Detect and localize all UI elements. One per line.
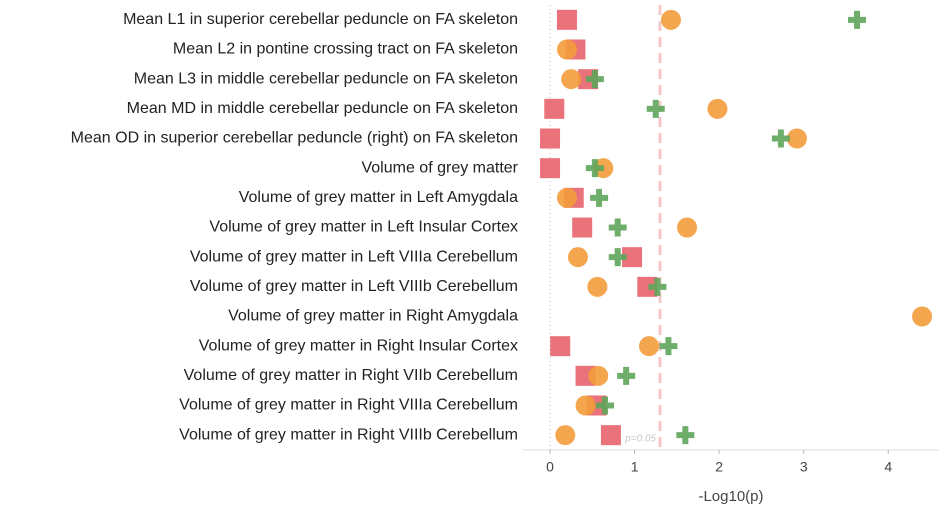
- y-tick-label: Volume of grey matter: [361, 159, 518, 176]
- y-tick-label: Volume of grey matter in Right VIIIa Cer…: [179, 397, 518, 414]
- y-tick-label: Volume of grey matter in Left VIIIa Cere…: [190, 248, 518, 265]
- plus-marker: [585, 70, 604, 89]
- x-tick-label: 3: [800, 459, 808, 475]
- x-tick-label: 1: [631, 459, 639, 475]
- y-tick-label: Volume of grey matter in Left VIIIb Cere…: [190, 278, 518, 295]
- circle-marker: [638, 336, 659, 357]
- plus-marker: [676, 426, 695, 445]
- circle-marker: [707, 98, 728, 119]
- y-tick-label: Volume of grey matter in Left Insular Co…: [209, 219, 518, 236]
- plus-marker: [596, 396, 615, 415]
- plus-marker: [771, 129, 790, 148]
- square-marker: [556, 9, 577, 30]
- y-tick-label: Mean L1 in superior cerebellar peduncle …: [123, 11, 518, 28]
- square-marker: [622, 247, 643, 268]
- circle-marker: [786, 128, 807, 149]
- plus-marker: [590, 188, 609, 207]
- y-tick-label: Mean MD in middle cerebellar peduncle on…: [127, 100, 518, 117]
- x-tick-label: 4: [884, 459, 892, 475]
- circle-marker: [660, 9, 681, 30]
- plus-marker: [646, 99, 665, 118]
- circle-marker: [912, 306, 933, 327]
- plus-marker: [648, 277, 667, 296]
- plus-marker: [585, 159, 604, 178]
- square-marker: [637, 276, 658, 297]
- circle-marker: [575, 395, 596, 416]
- threshold-label: p=0.05: [624, 434, 656, 445]
- square-marker: [600, 425, 621, 446]
- y-tick-label: Mean L2 in pontine crossing tract on FA …: [173, 41, 518, 58]
- square-marker: [572, 217, 593, 238]
- square-marker: [540, 128, 561, 149]
- plus-marker: [608, 218, 627, 237]
- square-marker: [544, 98, 565, 119]
- plus-marker: [617, 366, 636, 385]
- x-axis-label: -Log10(p): [698, 488, 763, 505]
- y-tick-label: Mean OD in superior cerebellar peduncle …: [71, 130, 518, 147]
- y-tick-label: Volume of grey matter in Right VIIIb Cer…: [179, 426, 518, 443]
- square-marker: [550, 336, 571, 357]
- y-tick-label: Mean L3 in middle cerebellar peduncle on…: [134, 70, 518, 87]
- y-tick-label: Volume of grey matter in Left Amygdala: [239, 189, 518, 206]
- y-tick-label: Volume of grey matter in Right Insular C…: [199, 337, 518, 354]
- y-tick-label: Volume of grey matter in Right VIIb Cere…: [184, 367, 518, 384]
- y-tick-label: Volume of grey matter in Right Amygdala: [228, 308, 518, 325]
- circle-marker: [567, 247, 588, 268]
- square-marker: [540, 158, 561, 179]
- x-tick-label: 2: [715, 459, 723, 475]
- circle-marker: [677, 217, 698, 238]
- circle-marker: [556, 187, 577, 208]
- circle-marker: [561, 69, 582, 90]
- circle-marker: [588, 365, 609, 386]
- circle-marker: [587, 276, 608, 297]
- circle-marker: [556, 39, 577, 60]
- x-tick-label: 0: [546, 459, 554, 475]
- plus-marker: [847, 10, 866, 29]
- circle-marker: [555, 425, 576, 446]
- plus-marker: [659, 337, 678, 356]
- plus-marker: [608, 248, 627, 267]
